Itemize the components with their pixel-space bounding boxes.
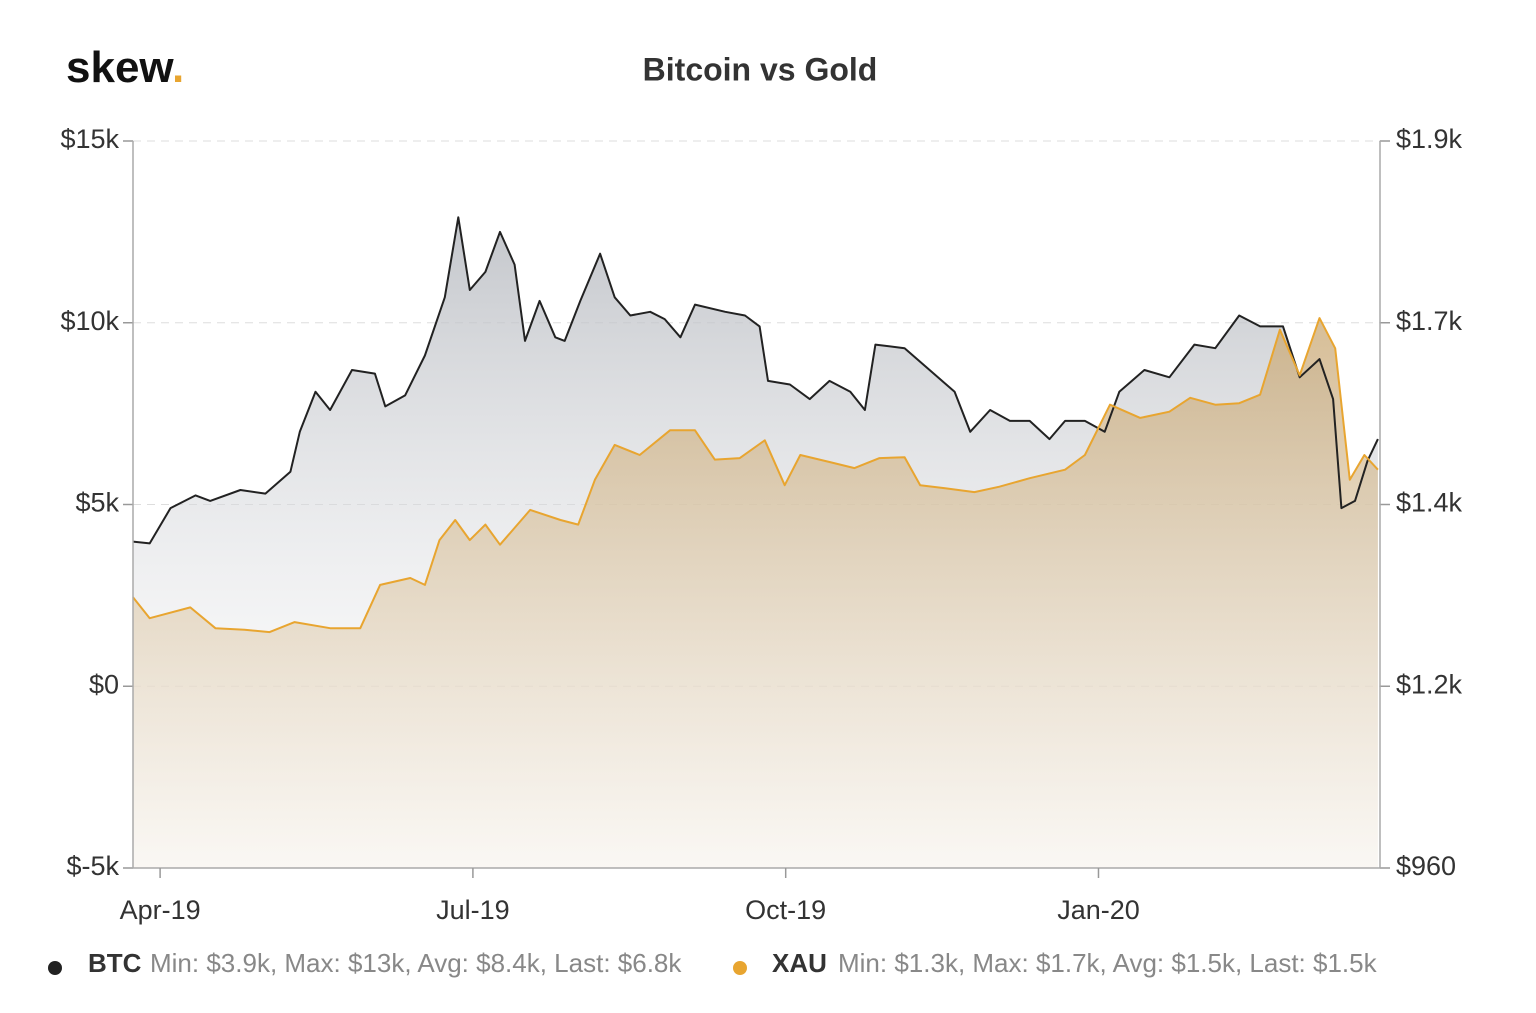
- brand: skew.: [66, 43, 184, 92]
- legend-stats: Min: $1.3k, Max: $1.7k, Avg: $1.5k, Last…: [838, 948, 1378, 978]
- series-line: [132, 317, 1379, 634]
- brand-text: skew: [66, 43, 174, 92]
- y2-tick-label: $1.2k: [1396, 669, 1463, 699]
- legend-stats: Min: $3.9k, Max: $13k, Avg: $8.4k, Last:…: [150, 948, 682, 978]
- y-tick-label: $-5k: [66, 851, 119, 881]
- y2-tick-label: $1.9k: [1396, 124, 1463, 154]
- x-tick-label: Jul-19: [436, 895, 510, 925]
- x-tick-label: Oct-19: [745, 895, 826, 925]
- legend-marker: [733, 961, 747, 975]
- brand-mark: .: [172, 43, 184, 92]
- y-tick-label: $10k: [60, 306, 119, 336]
- x-tick-label: Jan-20: [1057, 895, 1140, 925]
- y2-tick-label: $1.7k: [1396, 306, 1463, 336]
- y-tick-label: $15k: [60, 124, 119, 154]
- y2-tick-label: $960: [1396, 851, 1456, 881]
- x-tick-label: Apr-19: [120, 895, 201, 925]
- series-area: [133, 318, 1378, 869]
- legend-name: XAU: [772, 948, 827, 978]
- y-tick-label: $0: [89, 669, 119, 699]
- legend-marker: [48, 961, 62, 975]
- chart-title: Bitcoin vs Gold: [643, 51, 878, 87]
- y-tick-label: $5k: [75, 488, 119, 518]
- y2-tick-label: $1.4k: [1396, 488, 1463, 518]
- series-line: [132, 216, 1379, 545]
- legend-name: BTC: [88, 948, 142, 978]
